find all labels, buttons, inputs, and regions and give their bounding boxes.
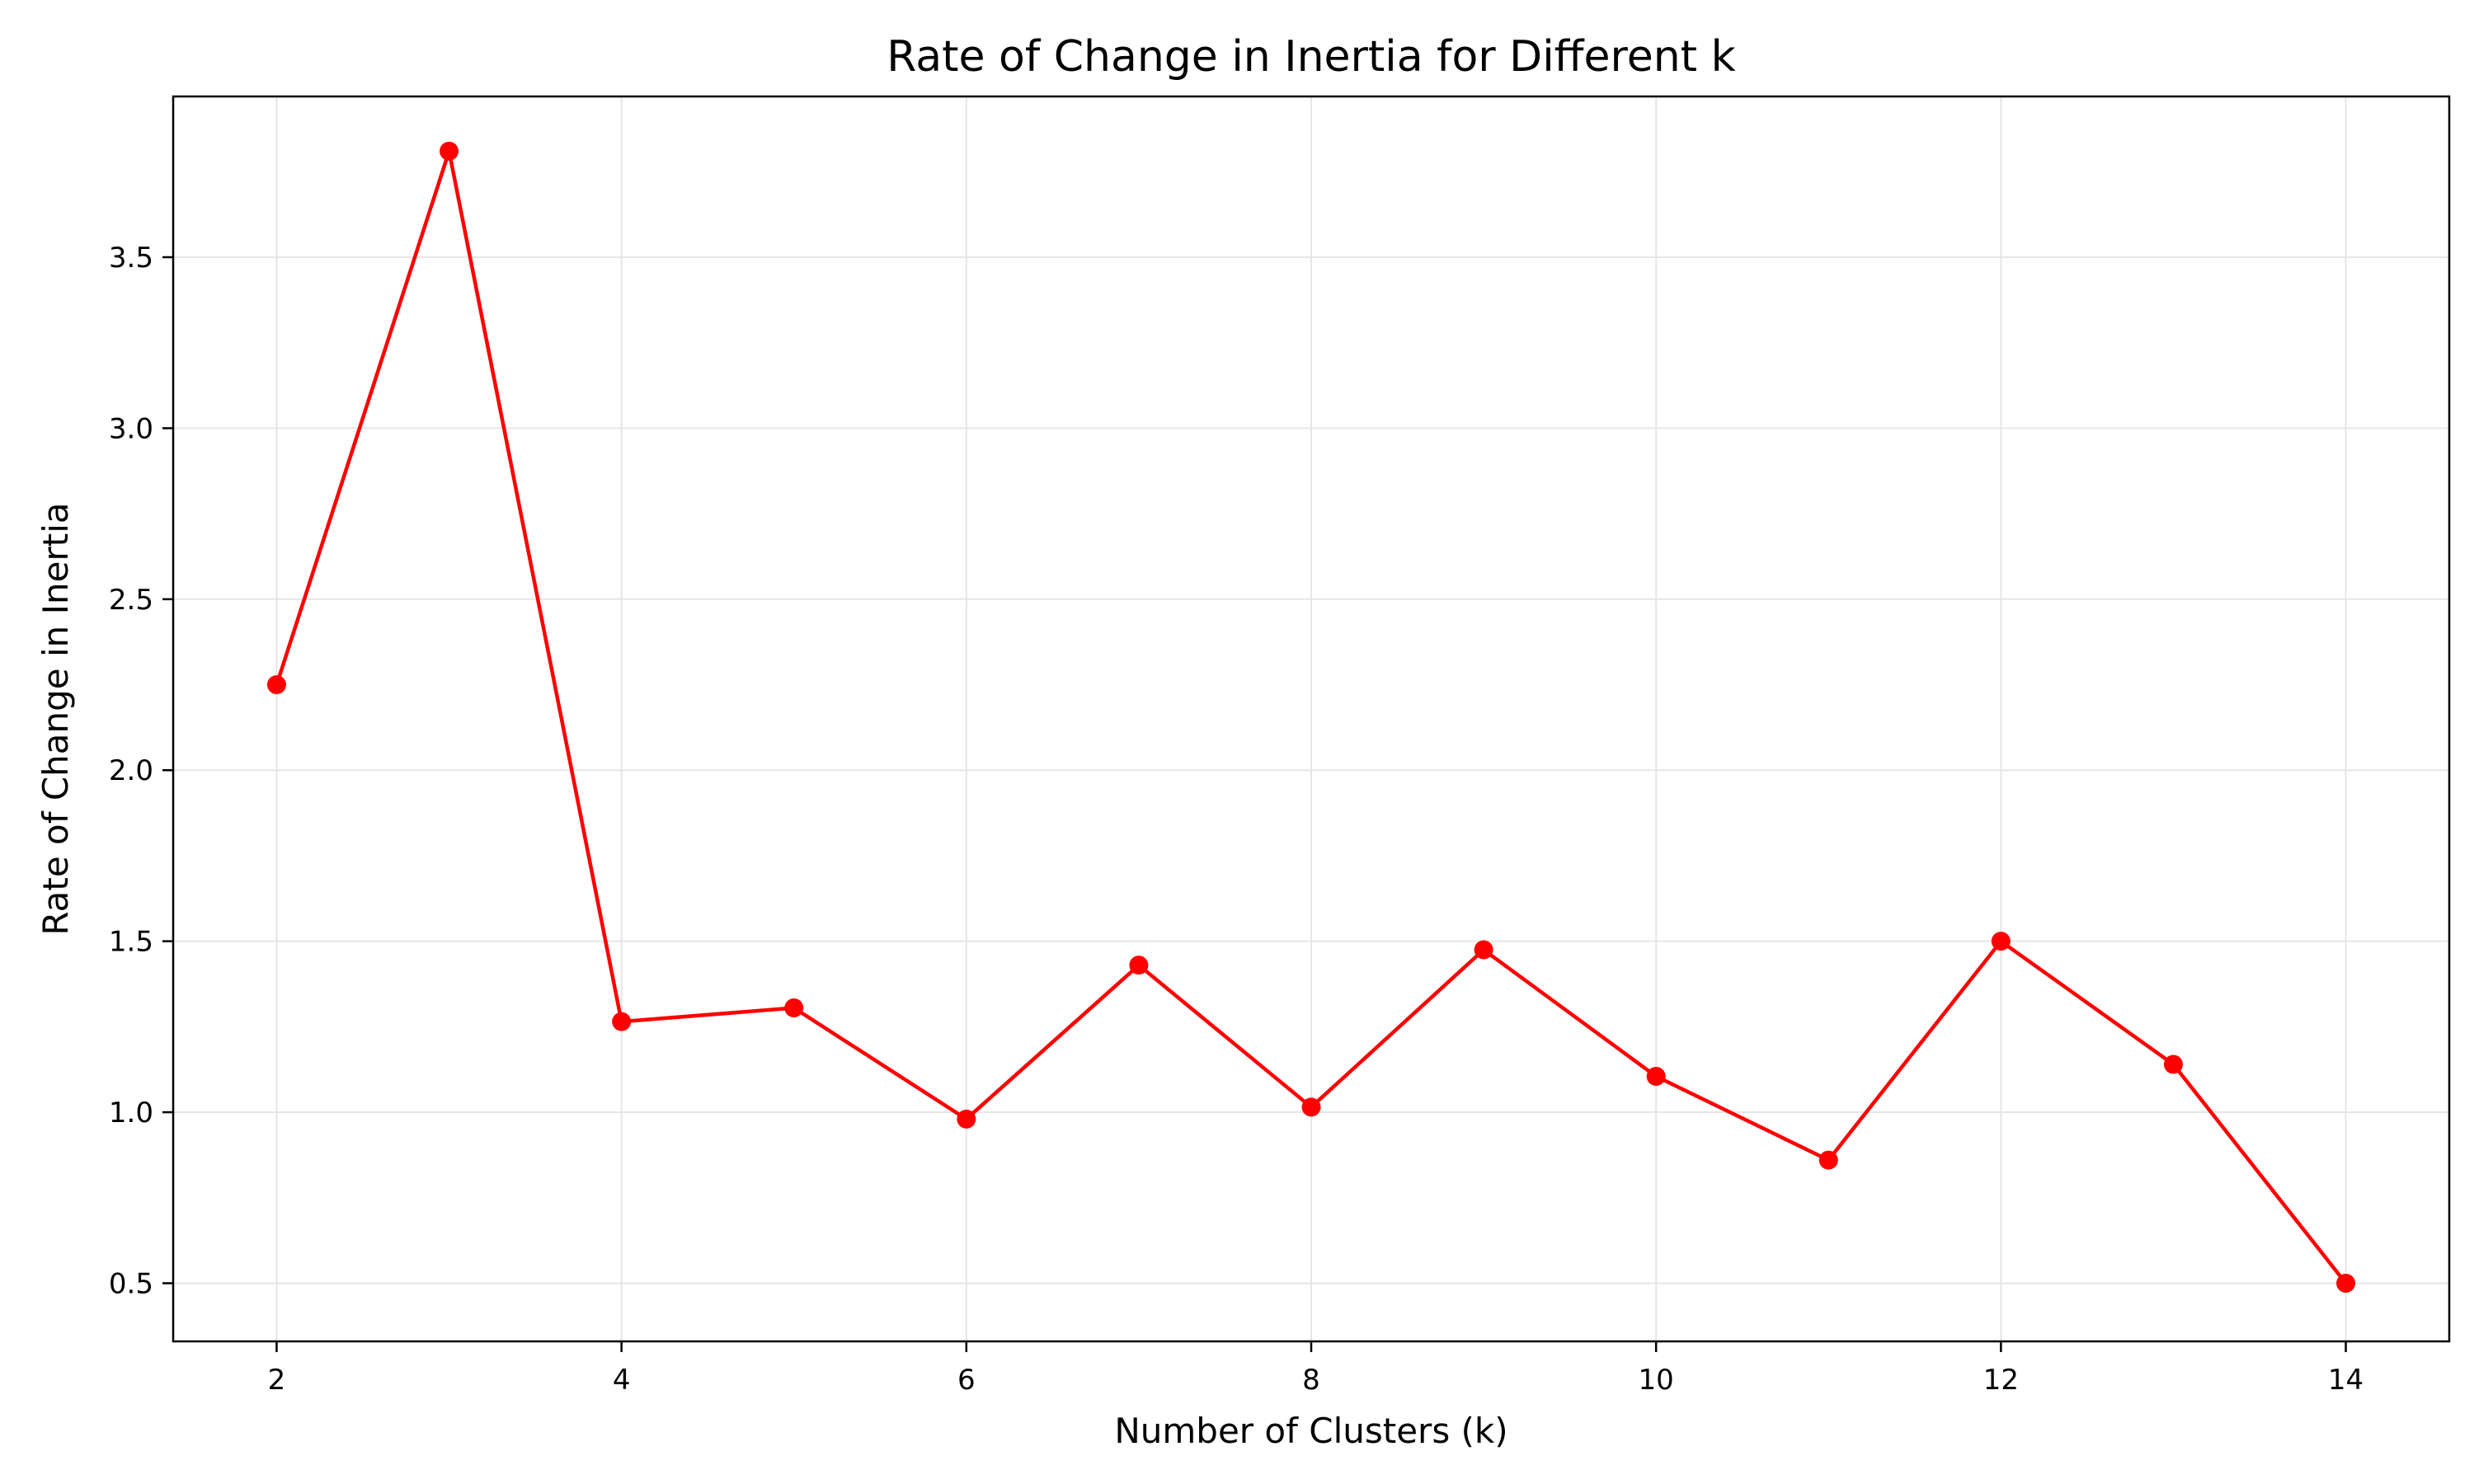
data-point-marker: [784, 998, 804, 1018]
x-tick-label: 2: [268, 1364, 286, 1397]
y-tick-label: 3.0: [109, 412, 153, 445]
x-tick-label: 10: [1639, 1364, 1674, 1397]
data-point-marker: [1818, 1150, 1838, 1170]
y-tick-label: 1.5: [109, 926, 153, 959]
axis-ticks: 2 4 6 8 10 12 14 0.5 1.0 1.5 2.0 2.5 3.0 3.5: [109, 242, 2363, 1397]
data-point-marker: [957, 1109, 976, 1129]
data-point-marker: [2163, 1054, 2183, 1074]
chart-title: Rate of Change in Inertia for Different …: [887, 32, 1735, 82]
data-point-marker: [1474, 940, 1493, 960]
x-axis-label: Number of Clusters (k): [1114, 1411, 1507, 1451]
grid-lines: [173, 96, 2449, 1341]
data-point-marker: [440, 141, 459, 161]
data-point-marker: [1301, 1097, 1321, 1117]
y-tick-label: 0.5: [109, 1267, 153, 1300]
data-point-marker: [2336, 1273, 2356, 1293]
data-point-marker: [266, 675, 286, 695]
y-tick-label: 3.5: [109, 242, 153, 275]
y-axis-label: Rate of Change in Inertia: [35, 502, 76, 935]
y-tick-label: 2.0: [109, 754, 153, 787]
x-tick-label: 14: [2328, 1364, 2363, 1397]
series-layer: [266, 141, 2356, 1293]
x-tick-label: 4: [613, 1364, 631, 1397]
x-tick-label: 12: [1983, 1364, 2019, 1397]
y-tick-label: 2.5: [109, 584, 153, 617]
x-tick-label: 6: [957, 1364, 976, 1397]
data-point-marker: [1129, 956, 1149, 975]
data-point-marker: [1991, 932, 2011, 951]
y-tick-label: 1.0: [109, 1097, 153, 1129]
data-point-marker: [612, 1012, 632, 1031]
x-tick-label: 8: [1302, 1364, 1320, 1397]
data-point-marker: [1646, 1067, 1666, 1087]
